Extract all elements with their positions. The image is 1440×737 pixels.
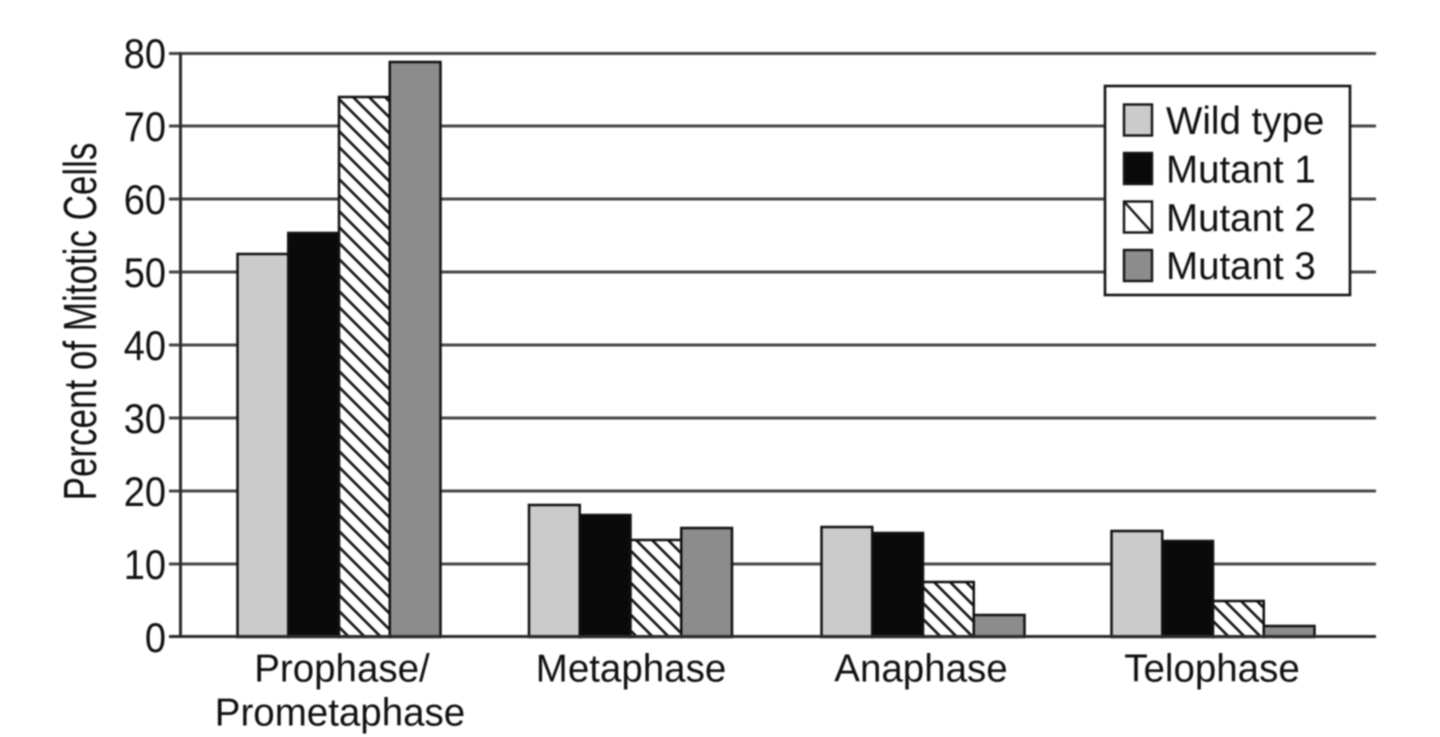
svg-text:Anaphase: Anaphase <box>834 648 1007 691</box>
svg-text:Mutant 3: Mutant 3 <box>1166 245 1316 288</box>
svg-text:50: 50 <box>124 250 166 296</box>
svg-text:30: 30 <box>124 396 166 442</box>
svg-text:Wild type: Wild type <box>1166 100 1324 143</box>
svg-text:70: 70 <box>124 104 166 150</box>
svg-text:20: 20 <box>124 469 166 515</box>
svg-text:Prophase/: Prophase/ <box>254 648 430 691</box>
svg-text:80: 80 <box>124 31 166 77</box>
svg-text:Prometaphase: Prometaphase <box>215 692 465 735</box>
svg-text:Mutant 1: Mutant 1 <box>1166 148 1316 191</box>
svg-text:10: 10 <box>124 542 166 588</box>
svg-text:Percent of Mitotic Cells: Percent of Mitotic Cells <box>54 143 106 501</box>
svg-text:40: 40 <box>124 323 166 369</box>
svg-text:Telophase: Telophase <box>1124 648 1300 691</box>
svg-text:0: 0 <box>145 615 166 661</box>
svg-text:Mutant 2: Mutant 2 <box>1166 197 1316 240</box>
svg-text:Metaphase: Metaphase <box>536 648 727 691</box>
svg-text:60: 60 <box>124 177 166 223</box>
